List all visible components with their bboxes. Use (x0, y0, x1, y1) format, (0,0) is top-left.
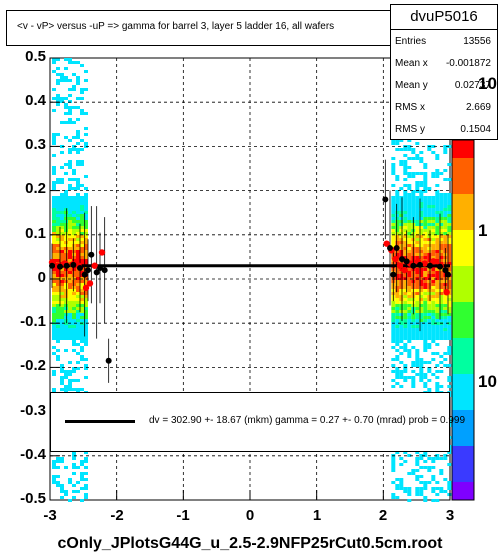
y-tick-label: 0.5 (25, 48, 46, 65)
z-tick-label: 10 (478, 372, 497, 391)
stats-divider (391, 29, 497, 30)
stat-value: 2.669 (465, 102, 491, 113)
black-marker (63, 262, 70, 269)
red-marker (392, 255, 399, 263)
y-tick-label: -0.1 (20, 313, 46, 330)
y-tick-label: 0.3 (25, 136, 46, 153)
black-marker (77, 264, 83, 271)
black-marker (399, 256, 405, 263)
black-marker (81, 271, 88, 278)
color-palette-bar (451, 139, 475, 501)
black-marker (97, 264, 103, 271)
x-tick-label: -1 (176, 507, 190, 524)
y-tick-label: -0.5 (20, 490, 46, 507)
black-marker (437, 263, 443, 270)
y-tick-label: -0.2 (20, 357, 46, 374)
y-tick-label: 0.4 (25, 92, 46, 109)
red-marker (383, 240, 390, 247)
x-tick-label: -2 (110, 507, 124, 524)
x-tick-label: 1 (312, 507, 322, 524)
black-marker (105, 357, 112, 364)
y-tick-label: 0 (37, 269, 46, 286)
z-tick-label: 10 (478, 74, 497, 93)
z-tick-label: 1 (478, 221, 488, 240)
red-marker (82, 284, 90, 292)
fit-result-text: dv = 302.90 +- 18.67 (mkm) gamma = 0.27 … (149, 415, 466, 426)
y-tick-label: -0.4 (20, 446, 46, 463)
data-markers (48, 196, 451, 364)
black-marker (387, 245, 393, 252)
x-tick-label: 2 (378, 507, 388, 524)
file-name-footer: cOnly_JPlotsG44G_u_2.5-2.9NFP25rCut0.5cm… (57, 535, 443, 552)
title-box: <v - vP> versus -uP => gamma for barrel … (6, 10, 392, 46)
red-marker (430, 258, 437, 265)
black-marker (85, 267, 91, 274)
red-marker (91, 262, 98, 269)
black-marker (410, 262, 417, 269)
black-marker (93, 269, 100, 276)
black-marker (393, 245, 400, 252)
x-tick-label: 3 (445, 507, 455, 524)
chart-title: <v - vP> versus -uP => gamma for barrel … (17, 21, 335, 32)
stats-title: dvuP5016 (410, 8, 478, 25)
black-marker (427, 262, 433, 269)
axis-ticks (49, 57, 451, 501)
black-marker (382, 196, 389, 203)
palette-frame (451, 139, 475, 501)
red-marker (421, 260, 428, 267)
stat-value: 13556 (463, 36, 491, 47)
stat-name: RMS x (395, 102, 425, 113)
red-marker (443, 289, 450, 296)
black-marker (101, 267, 108, 274)
black-marker (57, 263, 63, 270)
stat-name: RMS y (395, 124, 425, 135)
stat-row-mean-x: Mean x -0.001872 (395, 54, 491, 74)
red-marker (396, 262, 404, 269)
x-tick-label: 0 (245, 507, 255, 524)
stat-row-rms-y: RMS y 0.1504 (395, 120, 491, 140)
stat-row-entries: Entries 13556 (395, 32, 491, 52)
stat-name: Entries (395, 36, 427, 47)
stat-value: 0.02737 (454, 80, 491, 91)
stat-value: -0.001872 (445, 58, 491, 69)
y-tick-label: 0.1 (25, 225, 46, 242)
stat-value: 0.1504 (460, 124, 491, 135)
stats-box: dvuP5016 Entries 13556 Mean x -0.001872 … (390, 4, 498, 140)
stat-name: Mean y (395, 80, 428, 91)
y-tick-label: 0.2 (25, 180, 46, 197)
stat-row-mean-y: Mean y 0.02737 (395, 76, 491, 96)
black-marker (390, 271, 397, 278)
fit-legend-box: dv = 302.90 +- 18.67 (mkm) gamma = 0.27 … (50, 392, 465, 452)
red-marker (401, 266, 408, 274)
black-marker (445, 271, 451, 278)
fit-legend-line (65, 420, 135, 423)
y-tick-label: -0.3 (20, 402, 46, 419)
black-marker (417, 261, 423, 268)
red-marker (98, 249, 106, 256)
stat-name: Mean x (395, 58, 428, 69)
black-marker (403, 258, 410, 265)
stat-row-rms-x: RMS x 2.669 (395, 98, 491, 118)
black-marker (442, 267, 449, 274)
black-marker (70, 261, 77, 268)
black-marker (49, 262, 55, 269)
black-marker (88, 251, 95, 258)
x-tick-label: -3 (43, 507, 57, 524)
red-marker (86, 280, 94, 287)
